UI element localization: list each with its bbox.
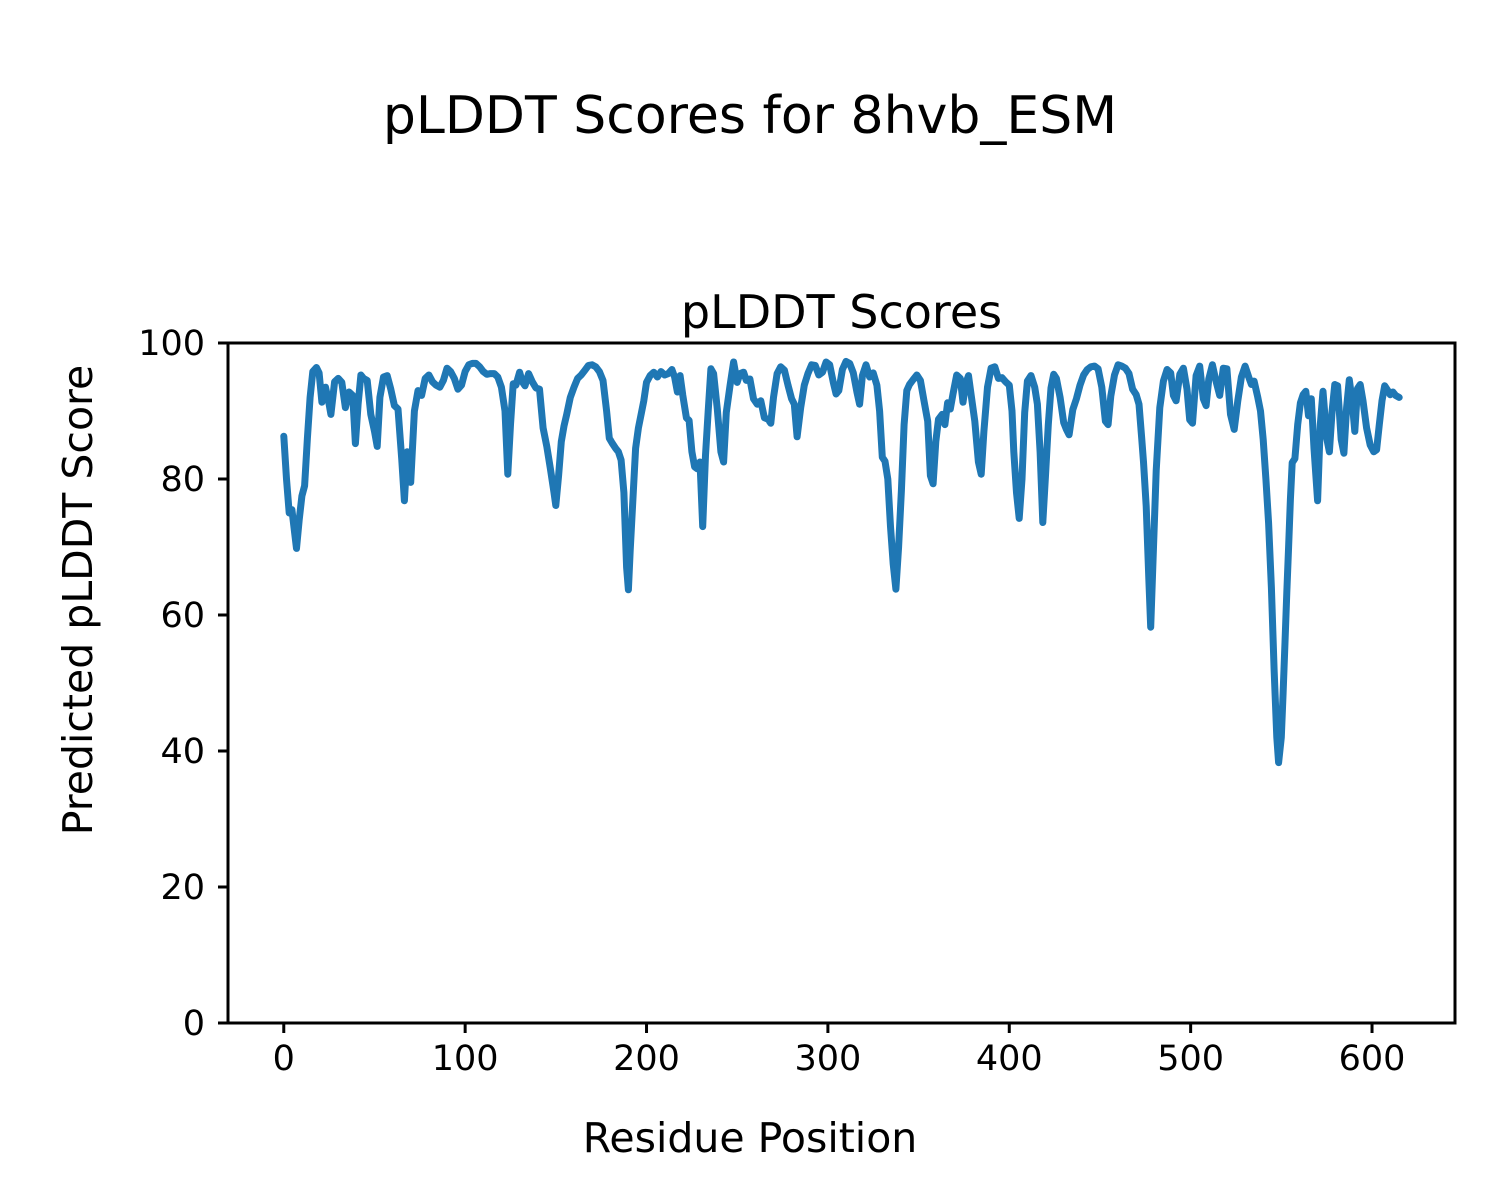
y-tick-label: 100 <box>138 324 205 364</box>
x-tick-label: 500 <box>1157 1039 1224 1079</box>
plddt-line <box>280 357 1403 767</box>
axes-title: pLDDT Scores <box>680 285 1003 339</box>
y-tick-label: 0 <box>183 1004 205 1044</box>
y-tick-label: 40 <box>160 732 205 772</box>
y-tick-label: 80 <box>160 460 205 500</box>
y-tick-label: 60 <box>160 596 205 636</box>
x-tick-label: 100 <box>432 1039 499 1079</box>
x-tick-label: 300 <box>794 1039 861 1079</box>
figure-title: pLDDT Scores for 8hvb_ESM <box>382 86 1118 146</box>
x-tick-label: 200 <box>613 1039 680 1079</box>
x-tick-label: 600 <box>1339 1039 1406 1079</box>
x-tick-label: 0 <box>273 1039 295 1079</box>
x-tick-label: 400 <box>976 1039 1043 1079</box>
y-tick-label: 20 <box>160 868 205 908</box>
x-axis-label: Residue Position <box>582 1114 918 1162</box>
axes-spines <box>226 341 1457 1025</box>
